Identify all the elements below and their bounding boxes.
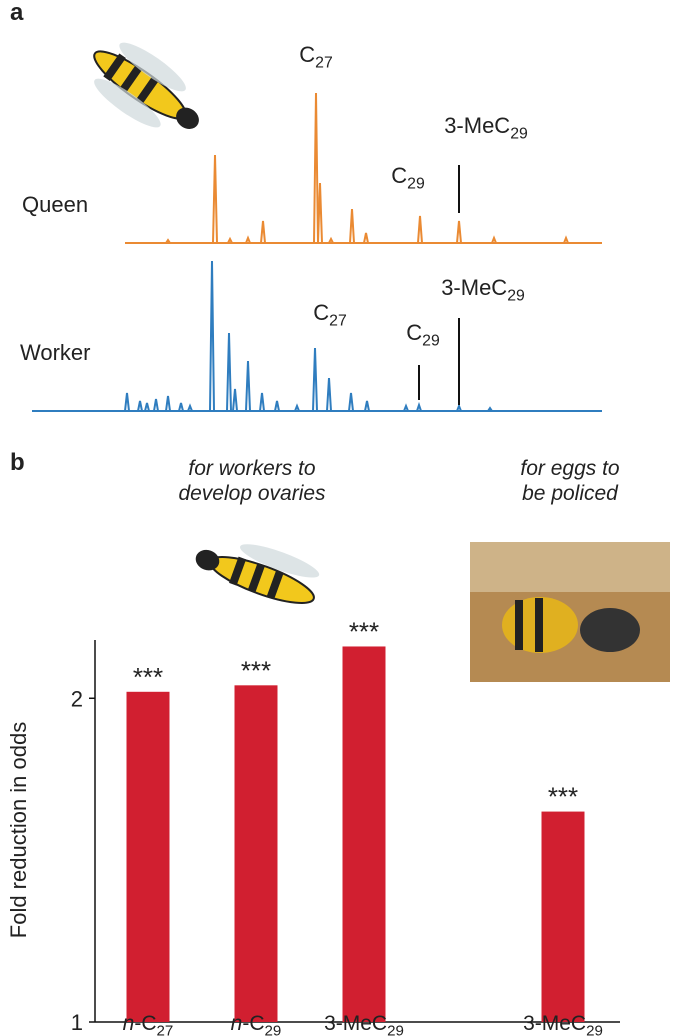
panel-label: a [10,0,24,26]
peak [212,154,218,244]
peak [363,232,369,244]
y-tick-label: 1 [71,1010,83,1035]
peak [259,392,265,412]
peak [209,260,215,412]
peak [226,332,232,412]
peak [317,182,323,244]
group-title: be policed [522,482,619,505]
peak [416,401,422,412]
trace-name: Worker [20,340,91,365]
bar [126,691,170,1022]
peak-label: 3-MeC29 [444,113,528,143]
x-tick-label: 3-MeC29 [523,1012,603,1036]
panel-label: b [10,449,25,476]
peak [312,347,318,412]
peak [348,392,354,412]
bar [342,646,386,1022]
peak [137,400,143,412]
peak [491,235,497,244]
peak [563,235,569,244]
x-tick-label: 3-MeC29 [324,1012,404,1036]
peak [487,406,493,412]
group-title: for eggs to [520,457,620,480]
significance: *** [133,662,163,692]
significance: *** [349,616,379,646]
peak [456,220,462,244]
peak [165,395,171,412]
peak-label: C27 [299,42,333,72]
peak-label: C29 [391,163,425,193]
peak [260,220,266,244]
peak [165,238,171,244]
peak [364,400,370,412]
peak-label: C27 [313,300,347,330]
peak [245,235,251,244]
photo-policing [470,542,670,682]
peak [232,388,238,412]
y-axis-label: Fold reduction in odds [6,722,31,938]
peak [274,400,280,412]
peak [328,236,334,244]
bar [541,811,585,1022]
significance: *** [241,655,271,685]
group-title: develop ovaries [178,482,326,505]
peak [227,236,233,244]
peak [124,392,130,412]
peak [313,92,319,244]
peak-label: C29 [406,320,440,350]
peak [245,360,251,412]
peak [326,377,332,412]
x-tick-label: n-C29 [231,1012,282,1036]
trace-name: Queen [22,192,88,217]
peak [403,403,409,412]
peak [144,402,150,412]
y-tick-label: 2 [71,686,83,711]
peak [187,403,193,412]
peak [417,215,423,244]
wasp-illustration-worker [195,544,320,604]
peak [178,402,184,412]
x-tick-label: n-C27 [123,1012,174,1036]
peak [349,208,355,244]
bar [234,685,278,1022]
peak-label: 3-MeC29 [441,275,525,305]
wasp-illustration-queen [93,42,199,129]
group-title: for workers to [188,457,316,480]
peak [456,403,462,412]
peak [294,403,300,412]
peak [153,398,159,412]
significance: *** [548,782,578,812]
